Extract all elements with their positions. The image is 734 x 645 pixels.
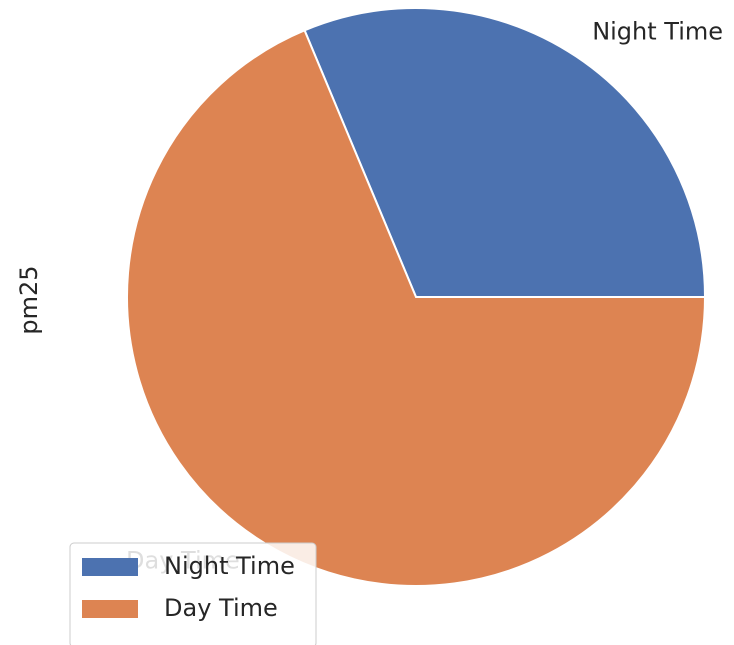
legend-swatch: [82, 558, 138, 576]
pie-slice: [126, 29, 707, 587]
legend: Night Time Day Time: [69, 542, 317, 645]
legend-label: Night Time: [164, 552, 295, 580]
slice-label: Night Time: [592, 17, 723, 45]
legend-swatch: [82, 600, 138, 618]
pie-slice: [303, 7, 707, 298]
legend-label: Day Time: [164, 594, 278, 622]
y-axis-label: pm25: [15, 265, 43, 334]
